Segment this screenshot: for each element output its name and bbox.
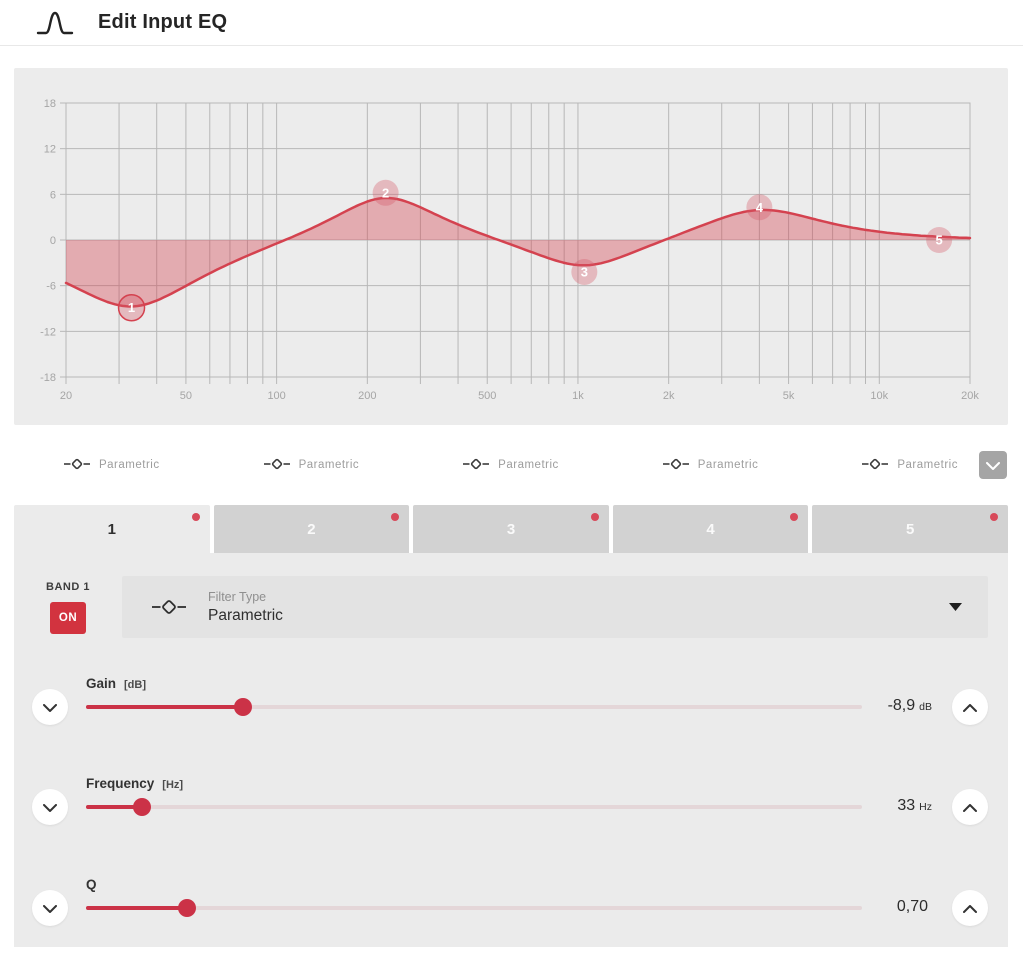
- slider-thumb[interactable]: [132, 798, 151, 816]
- band-filter-indicator-4: Parametric: [613, 450, 809, 480]
- eq-point-1[interactable]: 1: [117, 293, 146, 322]
- band-number-label: BAND 1: [46, 581, 90, 593]
- svg-text:3: 3: [581, 264, 588, 279]
- slider-fill: [86, 705, 243, 709]
- q-decrement-button[interactable]: [32, 890, 68, 926]
- svg-text:-12: -12: [40, 326, 56, 338]
- eq-point-3[interactable]: 3: [571, 258, 598, 285]
- svg-text:2: 2: [382, 185, 389, 200]
- band-state-column: BAND 1 ON: [42, 581, 94, 634]
- gain-value: -8,9 dB: [887, 697, 932, 714]
- band-active-dot: [191, 513, 200, 521]
- svg-text:2k: 2k: [663, 390, 675, 402]
- parametric-filter-icon: [263, 456, 290, 475]
- tab-band-5[interactable]: 5: [812, 505, 1008, 553]
- svg-text:500: 500: [478, 390, 496, 402]
- band-active-dot: [590, 513, 599, 521]
- svg-text:18: 18: [44, 98, 56, 110]
- band-active-dot: [790, 513, 799, 521]
- collapse-panel-button[interactable]: [979, 451, 1007, 479]
- band-filter-indicator-1: Parametric: [14, 450, 210, 480]
- parametric-filter-icon: [152, 596, 186, 618]
- eq-point-4[interactable]: 4: [746, 194, 773, 221]
- chevron-down-icon: [43, 700, 57, 715]
- svg-text:4: 4: [756, 200, 764, 215]
- svg-text:1: 1: [128, 300, 135, 315]
- band-filter-indicator-2: Parametric: [214, 450, 410, 480]
- parametric-filter-icon: [463, 456, 490, 475]
- filter-type-row: Parametric Parametric Parametric Paramet…: [14, 450, 1008, 480]
- chevron-up-icon: [963, 901, 977, 916]
- eq-point-5[interactable]: 5: [926, 227, 953, 253]
- q-label: Q: [86, 877, 97, 892]
- parametric-filter-icon: [862, 456, 889, 475]
- frequency-slider-row: Frequency [Hz] 33 Hz: [14, 771, 1008, 843]
- svg-text:12: 12: [44, 144, 56, 156]
- svg-text:-18: -18: [40, 372, 56, 384]
- gain-decrement-button[interactable]: [32, 689, 68, 725]
- frequency-decrement-button[interactable]: [32, 789, 68, 825]
- tab-band-1[interactable]: 1: [14, 505, 210, 553]
- chevron-down-icon: [986, 458, 1000, 473]
- slider-fill: [86, 906, 187, 910]
- band-filter-indicator-3: Parametric: [413, 450, 609, 480]
- band-active-dot: [391, 513, 400, 521]
- svg-text:5: 5: [936, 233, 943, 248]
- gain-label: Gain [dB]: [86, 676, 147, 691]
- chevron-up-icon: [963, 700, 977, 715]
- svg-text:6: 6: [50, 189, 56, 201]
- svg-text:10k: 10k: [870, 390, 888, 402]
- svg-text:20k: 20k: [961, 390, 979, 402]
- chevron-down-icon: [43, 800, 57, 815]
- frequency-slider-track[interactable]: [86, 798, 862, 816]
- chevron-up-icon: [963, 800, 977, 815]
- eq-graph-panel: 18 12 6 0 -6 -12 -18 20 50 100 200 500 1k 2k 5k 10k 20k 1…: [14, 68, 1008, 425]
- chevron-down-icon: [43, 901, 57, 916]
- svg-text:1k: 1k: [572, 390, 584, 402]
- tab-band-4[interactable]: 4: [612, 505, 809, 553]
- tab-band-2[interactable]: 2: [213, 505, 410, 553]
- q-slider-track[interactable]: [86, 899, 862, 917]
- eq-bell-curve-icon: [36, 8, 74, 38]
- frequency-value: 33 Hz: [897, 797, 932, 814]
- slider-thumb[interactable]: [233, 698, 252, 716]
- parametric-filter-icon: [662, 456, 689, 475]
- band-filter-indicator-5: Parametric: [812, 450, 1008, 480]
- svg-text:50: 50: [180, 390, 192, 402]
- eq-point-2[interactable]: 2: [372, 179, 399, 206]
- band-tabs: 1 2 3 4 5: [14, 505, 1008, 553]
- q-slider-row: Q 0,70: [14, 872, 1008, 944]
- q-increment-button[interactable]: [952, 890, 988, 926]
- frequency-increment-button[interactable]: [952, 789, 988, 825]
- parametric-filter-icon: [63, 456, 90, 475]
- band-controls-panel: BAND 1 ON Filter Type Parametric Gain [dB…: [14, 553, 1008, 947]
- page-title: Edit Input EQ: [98, 11, 228, 33]
- filter-type-value: Parametric: [208, 606, 283, 624]
- svg-text:5k: 5k: [783, 390, 795, 402]
- tab-band-3[interactable]: 3: [413, 505, 609, 553]
- band-active-dot: [989, 513, 998, 521]
- svg-text:100: 100: [267, 390, 285, 402]
- band-on-toggle[interactable]: ON: [50, 602, 86, 634]
- svg-text:-6: -6: [46, 281, 56, 293]
- slider-fill: [86, 805, 142, 809]
- q-value: 0,70: [896, 898, 928, 915]
- filter-type-select[interactable]: Filter Type Parametric: [122, 576, 988, 638]
- gain-slider-track[interactable]: [86, 698, 862, 716]
- slider-thumb[interactable]: [177, 899, 196, 917]
- dropdown-caret-icon: [949, 603, 962, 611]
- gain-increment-button[interactable]: [952, 689, 988, 725]
- svg-text:0: 0: [50, 235, 56, 247]
- filter-type-label: Filter Type: [208, 589, 267, 604]
- gain-slider-row: Gain [dB] -8,9 dB: [14, 671, 1008, 743]
- header: Edit Input EQ: [0, 0, 1023, 46]
- svg-text:20: 20: [60, 390, 72, 402]
- frequency-label: Frequency [Hz]: [86, 776, 184, 791]
- svg-text:200: 200: [358, 390, 376, 402]
